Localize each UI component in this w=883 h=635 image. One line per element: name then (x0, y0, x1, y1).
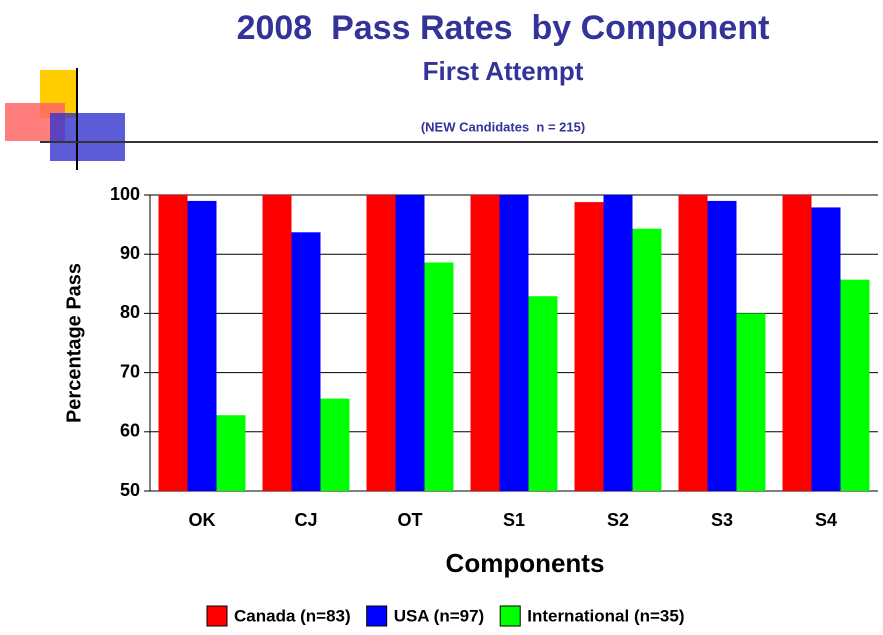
x-tick-label: S1 (503, 510, 525, 530)
bar (736, 313, 766, 491)
bar (499, 195, 529, 491)
bar (707, 200, 737, 492)
x-tick-label: S4 (815, 510, 837, 530)
chart-subtitle: First Attempt (423, 56, 584, 86)
x-tick-label: CJ (294, 510, 317, 530)
x-tick-label: OT (398, 510, 423, 530)
bar (158, 195, 188, 491)
bar (840, 279, 870, 491)
legend-label: USA (n=97) (394, 606, 485, 625)
bar (811, 207, 841, 491)
y-tick-label: 90 (120, 243, 140, 263)
decor-blue (50, 113, 125, 161)
bar (603, 195, 633, 491)
y-axis-label: Percentage Pass (63, 263, 85, 423)
chart-note: (NEW Candidates n = 215) (421, 119, 585, 134)
legend-swatch (366, 605, 388, 627)
bar (470, 195, 500, 491)
bar (395, 195, 425, 491)
bar (187, 200, 217, 492)
y-tick-label: 70 (120, 361, 140, 381)
bar (678, 195, 708, 491)
y-tick-label: 100 (110, 184, 140, 204)
x-tick-label: S2 (607, 510, 629, 530)
bar (782, 195, 812, 491)
x-axis-label: Components (446, 548, 605, 578)
bar (262, 195, 292, 491)
y-tick-label: 50 (120, 480, 140, 500)
bar (424, 262, 454, 491)
legend-label: Canada (n=83) (234, 606, 351, 625)
bar (320, 398, 350, 491)
bar (632, 228, 662, 491)
chart-title: 2008 Pass Rates by Component (237, 9, 770, 47)
bar (574, 202, 604, 491)
legend-swatch (499, 605, 521, 627)
x-tick-label: S3 (711, 510, 733, 530)
y-tick-label: 80 (120, 302, 140, 322)
y-tick-label: 60 (120, 421, 140, 441)
bar (528, 296, 558, 491)
legend-swatch (206, 605, 228, 627)
x-tick-label: OK (189, 510, 216, 530)
bar (291, 232, 321, 491)
bar (366, 195, 396, 491)
legend-label: International (n=35) (527, 606, 684, 625)
bar (216, 415, 246, 491)
